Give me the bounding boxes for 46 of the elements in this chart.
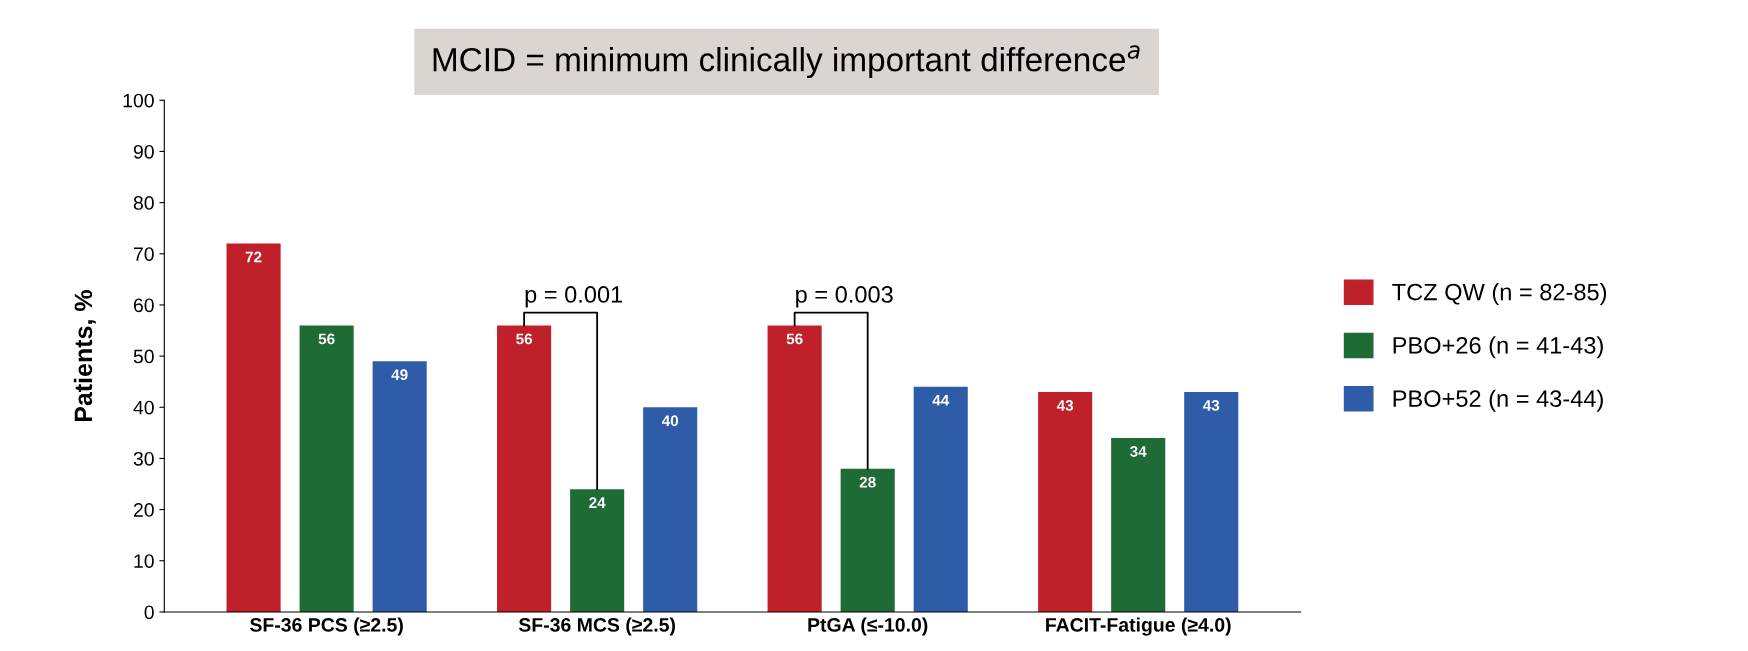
y-tick-label: 20 [133, 503, 154, 517]
data-label: 43 [1056, 399, 1074, 411]
y-tick-label: 50 [133, 349, 154, 364]
legend-label: PBO+52 (n = 43-44) [1393, 389, 1603, 412]
y-tick-label: 0 [144, 605, 154, 620]
bar [767, 325, 822, 612]
bar [913, 386, 968, 612]
bar [840, 468, 895, 612]
bar [299, 325, 354, 612]
data-label: 24 [589, 497, 606, 508]
data-label: 28 [859, 476, 876, 488]
bar [1184, 391, 1239, 612]
x-tick-label: SF-36 MCS (≥2.5) [518, 617, 675, 636]
bar [1111, 437, 1166, 612]
data-label: 56 [786, 333, 803, 345]
y-tick-label: 70 [133, 247, 154, 261]
data-label: 56 [516, 333, 533, 345]
x-tick-label: PtGA (≤-10.0) [808, 617, 928, 636]
y-axis-title: Patients, % [73, 290, 96, 422]
data-label: 56 [318, 333, 335, 345]
y-tick-label: 40 [133, 400, 154, 415]
y-tick-label: 80 [133, 196, 154, 210]
annotation: p = 0.001 [525, 286, 623, 308]
data-label: 34 [1130, 446, 1147, 457]
bar [570, 489, 625, 612]
x-tick-label: FACIT-Fatigue (≥4.0) [1046, 617, 1231, 636]
data-label: 44 [932, 395, 950, 406]
bar [372, 361, 427, 612]
bar [497, 325, 552, 612]
data-label: 72 [245, 251, 262, 263]
y-tick-label: 30 [133, 451, 154, 466]
x-tick-label: SF-36 PCS (≥2.5) [249, 617, 403, 636]
y-tick-label: 10 [134, 554, 154, 569]
annotation: p = 0.003 [796, 286, 893, 308]
legend-label: TCZ QW (n = 82-85) [1392, 283, 1607, 306]
legend-label: PBO+26 (n = 41-43) [1393, 336, 1603, 359]
bar [226, 243, 281, 612]
data-label: 43 [1202, 399, 1220, 411]
chart-title: MCID = minimum clinically important difference$^{a}$ [433, 45, 1140, 79]
y-tick-label: 90 [133, 144, 154, 159]
y-tick-label: 60 [133, 298, 154, 313]
data-label: 40 [661, 415, 679, 427]
data-label: 49 [391, 369, 408, 381]
bar [643, 407, 698, 612]
y-tick-label: 100 [123, 93, 154, 108]
bar [1038, 391, 1093, 612]
